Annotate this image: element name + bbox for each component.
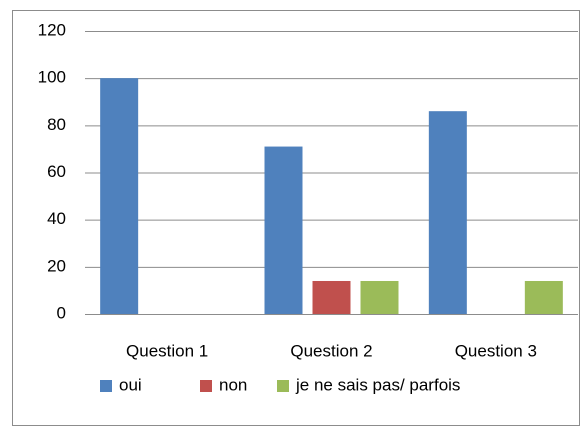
y-tick-label: 40 (47, 209, 66, 228)
bar (264, 146, 303, 314)
y-tick-label: 20 (47, 256, 66, 275)
legend-label: non (219, 375, 247, 394)
bar (312, 280, 351, 314)
y-tick-label: 60 (47, 162, 66, 181)
legend-swatch (100, 380, 112, 392)
legend-swatch (200, 380, 212, 392)
bar (360, 280, 399, 314)
y-tick-label: 0 (57, 303, 66, 322)
y-tick-label: 100 (38, 68, 66, 87)
bar (428, 111, 467, 314)
legend-label: je ne sais pas/ parfois (295, 375, 460, 394)
x-tick-label: Question 3 (455, 341, 537, 360)
legend-label: oui (119, 375, 142, 394)
y-tick-label: 120 (38, 20, 66, 39)
legend-swatch (277, 380, 289, 392)
y-tick-label: 80 (47, 115, 66, 134)
x-tick-label: Question 1 (126, 341, 208, 360)
x-tick-label: Question 2 (290, 341, 372, 360)
bar (524, 280, 563, 314)
bar (100, 78, 139, 315)
